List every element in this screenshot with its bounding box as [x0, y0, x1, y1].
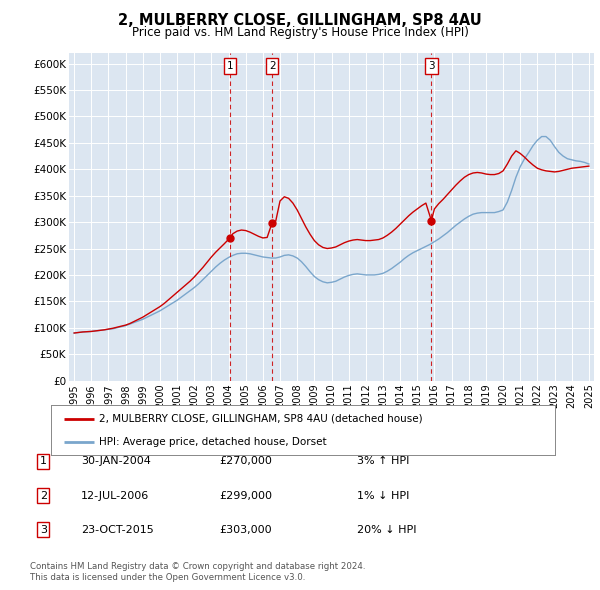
Text: £299,000: £299,000 — [219, 491, 272, 500]
Text: This data is licensed under the Open Government Licence v3.0.: This data is licensed under the Open Gov… — [30, 573, 305, 582]
Text: 1: 1 — [227, 61, 233, 71]
Text: 12-JUL-2006: 12-JUL-2006 — [81, 491, 149, 500]
Text: 2, MULBERRY CLOSE, GILLINGHAM, SP8 4AU: 2, MULBERRY CLOSE, GILLINGHAM, SP8 4AU — [118, 13, 482, 28]
Text: 3: 3 — [40, 525, 47, 535]
Text: Contains HM Land Registry data © Crown copyright and database right 2024.: Contains HM Land Registry data © Crown c… — [30, 562, 365, 571]
Text: 1: 1 — [40, 457, 47, 466]
Text: HPI: Average price, detached house, Dorset: HPI: Average price, detached house, Dors… — [99, 437, 326, 447]
Text: 2, MULBERRY CLOSE, GILLINGHAM, SP8 4AU (detached house): 2, MULBERRY CLOSE, GILLINGHAM, SP8 4AU (… — [99, 414, 422, 424]
Text: £270,000: £270,000 — [219, 457, 272, 466]
Text: 2: 2 — [40, 491, 47, 500]
Text: 23-OCT-2015: 23-OCT-2015 — [81, 525, 154, 535]
Text: 20% ↓ HPI: 20% ↓ HPI — [357, 525, 416, 535]
Text: Price paid vs. HM Land Registry's House Price Index (HPI): Price paid vs. HM Land Registry's House … — [131, 26, 469, 39]
Text: £303,000: £303,000 — [219, 525, 272, 535]
Text: 1% ↓ HPI: 1% ↓ HPI — [357, 491, 409, 500]
Text: 2: 2 — [269, 61, 275, 71]
Text: 3% ↑ HPI: 3% ↑ HPI — [357, 457, 409, 466]
Text: 30-JAN-2004: 30-JAN-2004 — [81, 457, 151, 466]
Text: 3: 3 — [428, 61, 434, 71]
